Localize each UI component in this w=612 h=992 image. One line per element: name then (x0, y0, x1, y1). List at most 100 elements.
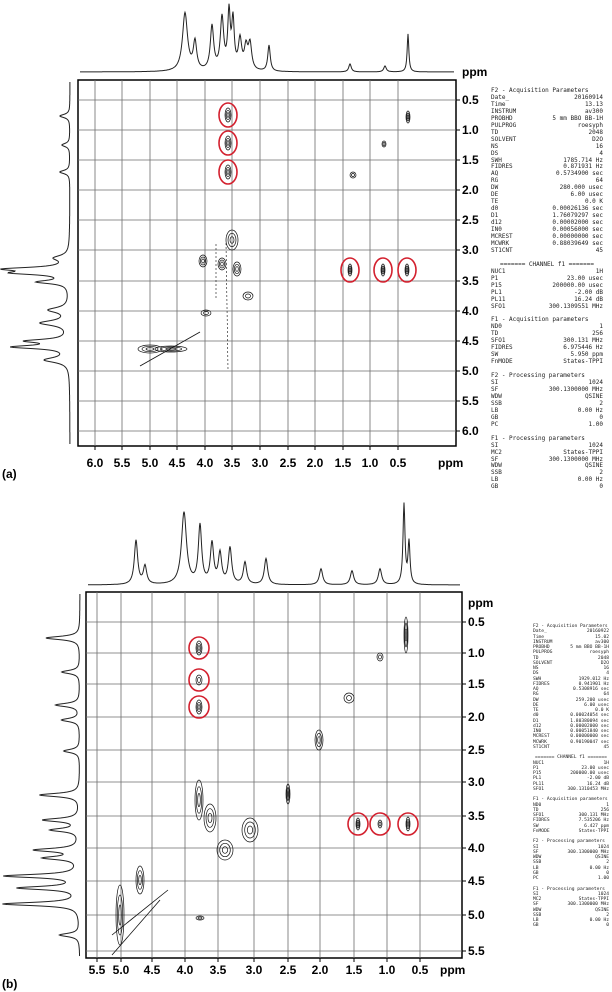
param-value: 1024 (597, 844, 609, 850)
param-section-heading: F1 - Acquisition parameters (491, 316, 589, 324)
param-row: SFO1 300.1310453 MHz (533, 787, 609, 792)
contour-ring (286, 786, 290, 802)
x-tick-label: 1.0 (362, 456, 379, 470)
param-row: MCREST 0.00000000 sec (533, 734, 609, 739)
y-tick-label: 2.0 (462, 183, 479, 197)
spectrum-trace-top-b (88, 502, 460, 586)
param-value: 0.0 K (584, 198, 603, 206)
contour-ring (403, 616, 409, 654)
contour-ring (197, 645, 201, 651)
y-tick-label: 0.5 (468, 615, 485, 629)
plot-frame-b (85, 591, 463, 959)
param-key: ST1CNT (491, 246, 513, 254)
contour-ring (118, 904, 122, 926)
param-value: 2 (599, 399, 603, 407)
contour-ring (343, 692, 355, 704)
highlight-circle (373, 257, 393, 283)
param-key: SI (491, 441, 499, 449)
y-axis-a: 0.5 1.0 1.5 2.0 2.5 3.0 3.5 4.0 4.5 5.0 5.5 6.0 ppm (456, 65, 487, 438)
param-value: 300.1300000 MHz (567, 902, 610, 908)
param-row: WDW QSINE (491, 463, 603, 470)
param-row: SFO1 300.131 MHz (533, 813, 609, 818)
contour-ring (406, 818, 410, 830)
contour-ring (285, 783, 291, 805)
param-row: d0 0.00024054 sec (533, 713, 609, 718)
param-key: SOLVENT (533, 660, 553, 666)
x-tick-label: 3.5 (224, 456, 241, 470)
param-key: SSB (491, 399, 502, 407)
highlight-circle (397, 257, 417, 283)
param-key: SFO1 (533, 813, 545, 818)
param-value: 1 (599, 323, 603, 331)
param-key: FIDRES (533, 818, 550, 824)
param-value: 0.0 K (595, 708, 609, 713)
x-tick-label: 1.5 (346, 963, 363, 977)
param-channel-heading: ======= CHANNEL f1 ======= (535, 755, 607, 761)
param-key: d0 (533, 713, 539, 719)
param-value: 300.1300000 MHz (548, 385, 603, 393)
param-value: 1.80380094 sec (570, 718, 609, 724)
param-key: PC (491, 420, 499, 428)
contour-ring (226, 140, 230, 146)
param-key: WDW (491, 392, 502, 400)
param-value: 0.88039649 sec (552, 239, 603, 247)
param-key: MC2 (533, 897, 542, 902)
param-value: 6.00 usec (570, 191, 603, 199)
contour-ring (227, 232, 237, 248)
param-value: 16.24 dB (586, 781, 609, 787)
param-key: SI (491, 379, 499, 387)
contour-ring (405, 265, 409, 275)
param-key: DW (491, 184, 499, 192)
param-row: DE 6.00 usec (533, 703, 609, 708)
param-value: roesyph (589, 650, 609, 656)
x-tick-label: 5.5 (114, 456, 131, 470)
panel-a: 6.0 5.5 5.0 4.5 4.0 3.5 3.0 2.5 2.0 1.5 1.0 0.5 ppm … (0, 3, 487, 481)
param-key: DW (533, 697, 539, 703)
param-value: States-TPPI (563, 358, 603, 366)
y-tick-label: 1.5 (462, 153, 479, 167)
param-row: GB 0 (491, 483, 603, 491)
contour-ring (406, 821, 410, 827)
param-row: WDW QSINE (491, 392, 603, 401)
x-axis-unit: ppm (438, 456, 463, 470)
x-tick-label: 4.5 (144, 963, 161, 977)
param-key: D1 (491, 212, 499, 220)
param-key: SW (533, 823, 539, 829)
param-value: 259.200 usec (575, 697, 609, 703)
contour-ring (154, 345, 188, 353)
y-tick-label: 5.5 (462, 394, 479, 408)
param-row: PROBHD 5 mm BBO BB-1H (491, 115, 603, 123)
param-value: 0.00002000 sec (552, 219, 603, 227)
param-value: -2.00 dB (586, 776, 609, 782)
param-value: 4 (606, 671, 609, 677)
param-key: INSTRUM (533, 639, 553, 645)
param-value: 1 (606, 802, 609, 808)
param-row: WDW QSINE (533, 855, 609, 860)
x-tick-label: 2.0 (307, 456, 324, 470)
x-tick-label: 3.0 (252, 456, 269, 470)
param-row: INSTRUM av300 (533, 640, 609, 645)
contour-ring (201, 258, 205, 264)
contour-ring (232, 261, 242, 277)
param-row: SI 1024 (533, 845, 609, 850)
param-row: RG 64 (491, 177, 603, 185)
param-value: av300 (595, 639, 609, 645)
param-row: MC2 States-TPPI (533, 897, 609, 902)
param-value: 0.00056000 sec (552, 226, 603, 234)
param-row: PL1 -2.00 dB (491, 289, 603, 297)
param-value: 0.00000000 sec (552, 233, 603, 241)
param-value: 300.1310453 MHz (567, 786, 610, 792)
x-tick-label: 4.0 (197, 456, 214, 470)
param-key: P1 (533, 765, 539, 771)
param-row: PULPROG roesyph (533, 650, 609, 655)
x-tick-label: 5.0 (142, 456, 159, 470)
contour-ring (196, 642, 202, 654)
param-value: 1.00 (588, 420, 603, 428)
y-tick-label: 2.5 (468, 743, 485, 757)
contour-ring (406, 114, 410, 120)
param-value: 0.00024054 sec (570, 713, 609, 719)
param-row: SFO1 300.131 MHz (491, 337, 603, 345)
highlight-circles-b (188, 636, 419, 836)
param-row: SSB 2 (533, 913, 609, 918)
